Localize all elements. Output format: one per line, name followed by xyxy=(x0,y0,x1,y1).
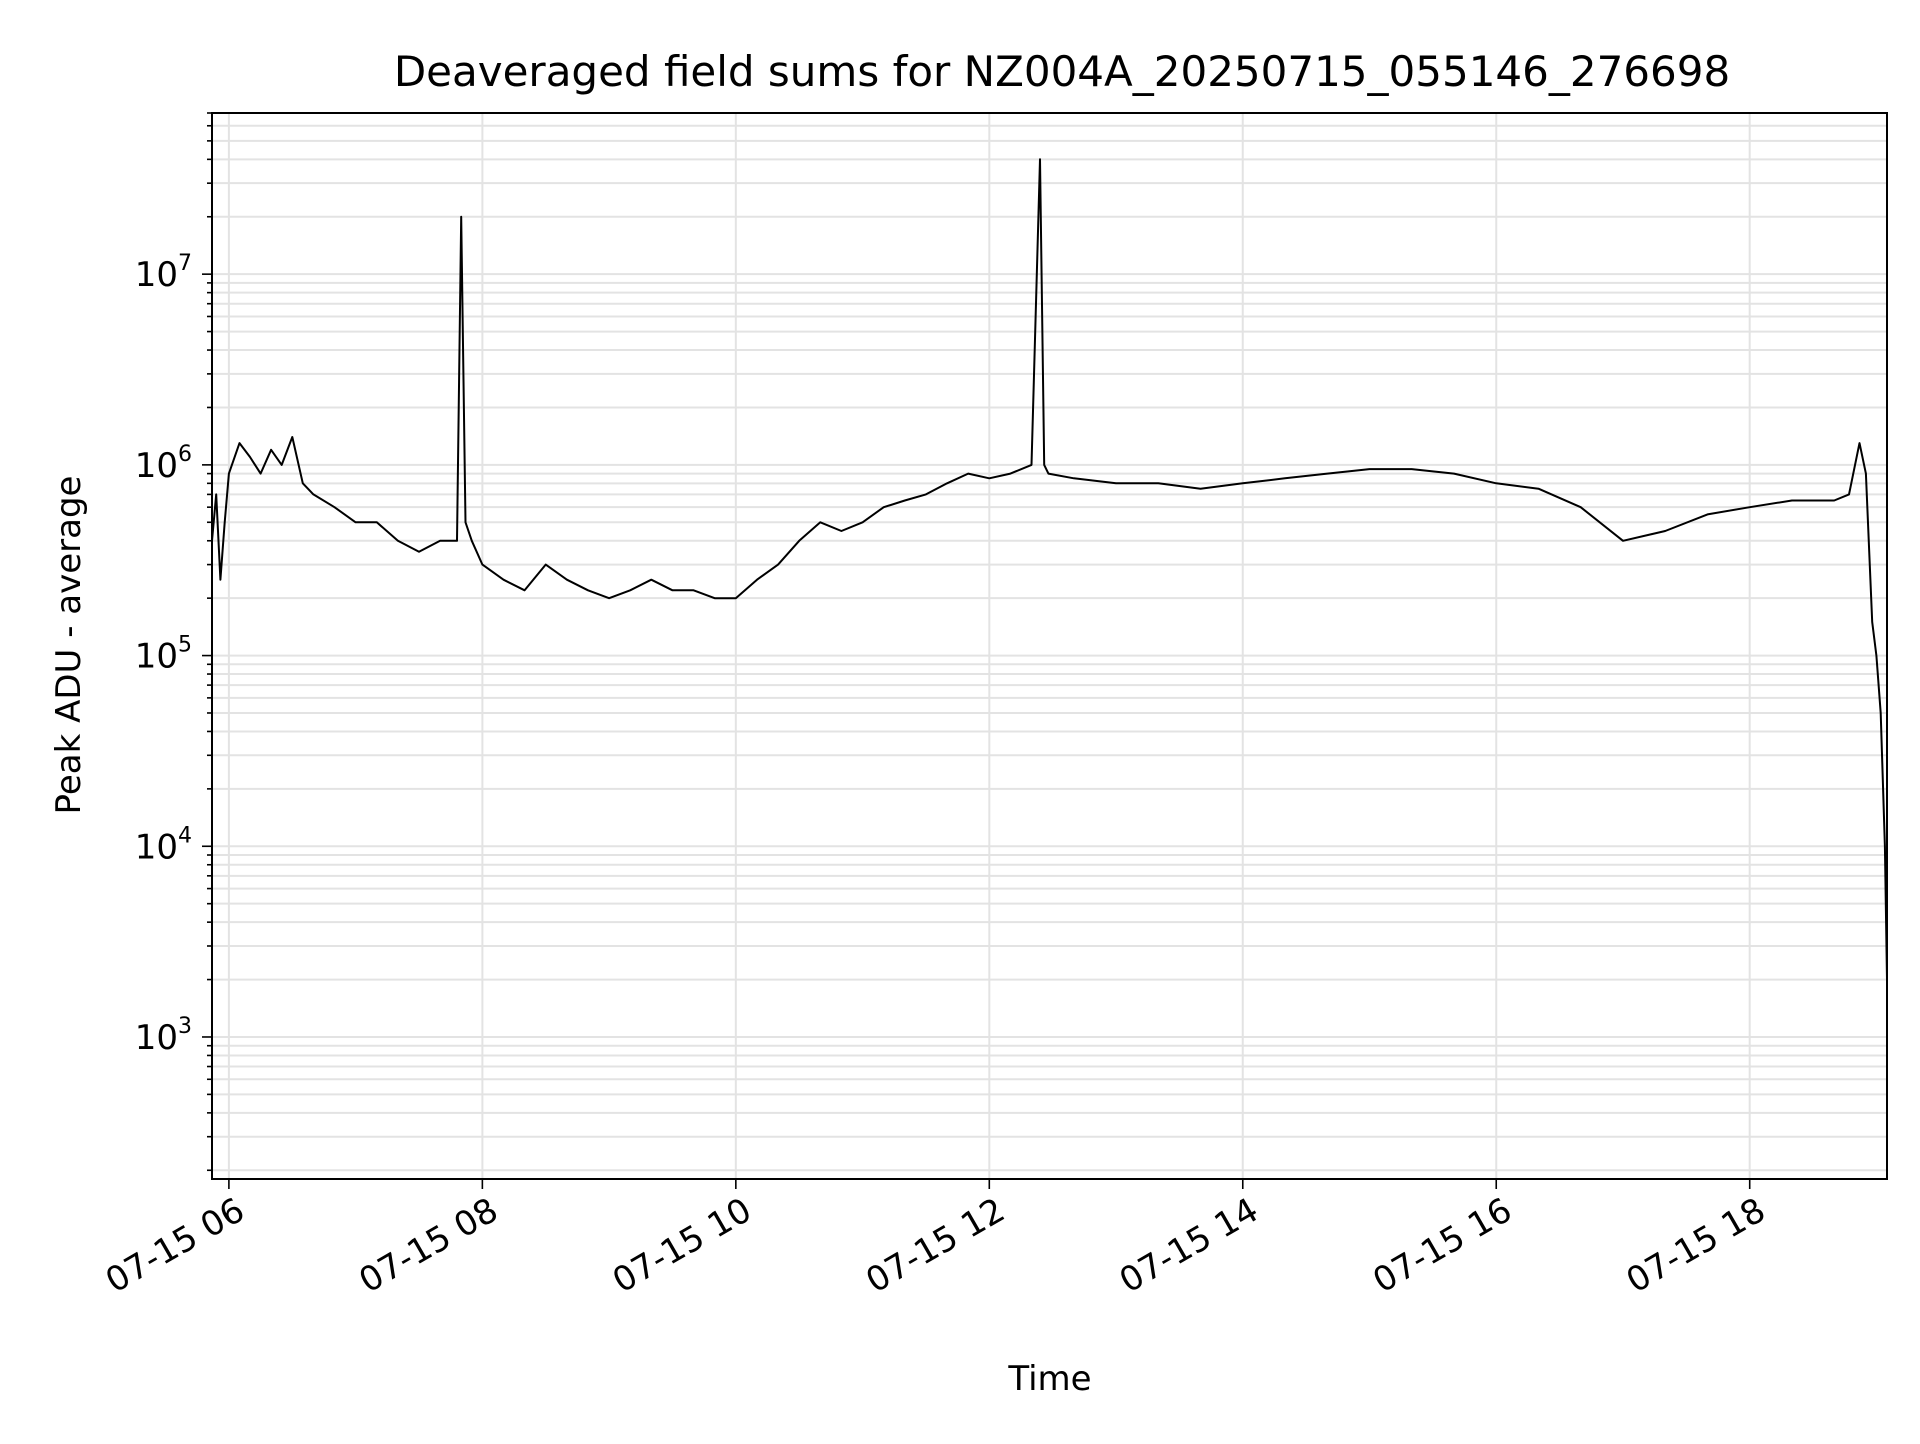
y-tick-label: 103 xyxy=(135,1014,192,1058)
grid-layer xyxy=(212,112,1887,1179)
chart-title: Deaveraged field sums for NZ004A_2025071… xyxy=(394,47,1730,96)
series-line xyxy=(211,158,1888,980)
y-axis-label: Peak ADU - average xyxy=(49,476,89,815)
data-layer xyxy=(211,158,1888,980)
y-tick-label: 107 xyxy=(135,251,192,295)
y-tick-label: 105 xyxy=(135,633,192,677)
y-tick-label: 104 xyxy=(135,823,192,867)
plot-frame xyxy=(211,112,1888,1180)
x-axis-label: Time xyxy=(1007,1359,1091,1399)
y-tick-label: 106 xyxy=(135,442,192,486)
